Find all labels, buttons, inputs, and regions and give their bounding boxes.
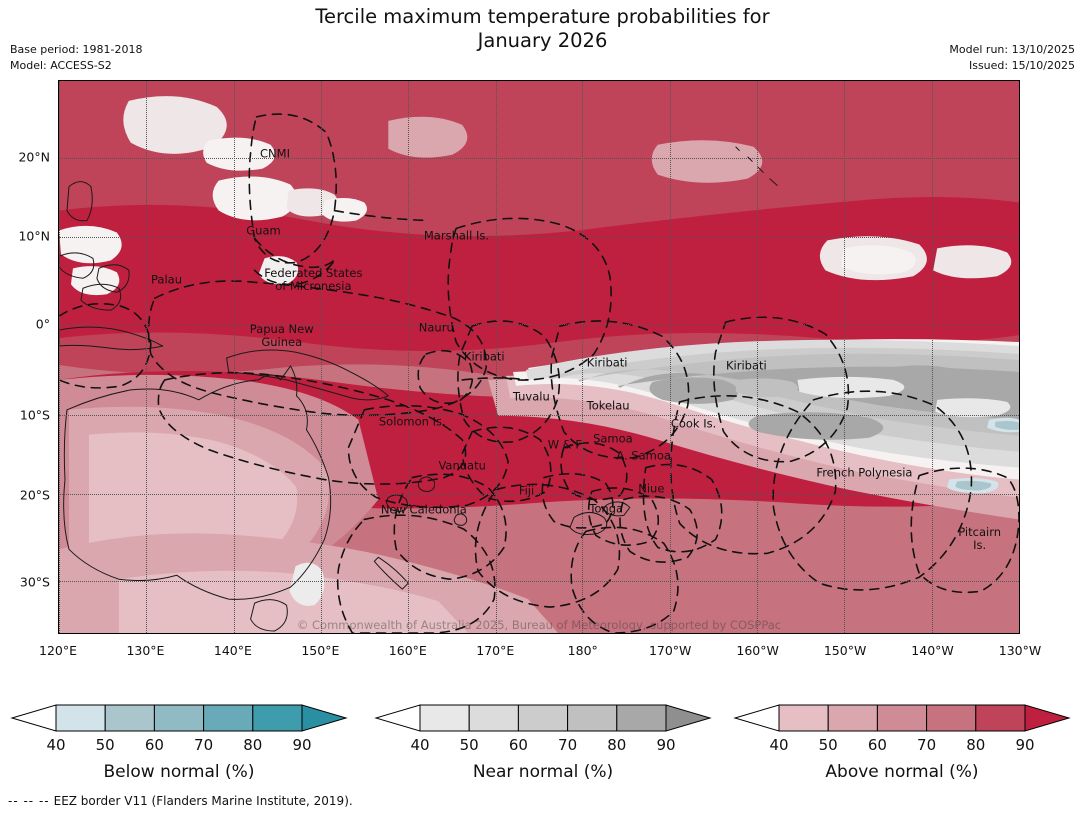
colorbar-segment: [567, 704, 618, 732]
colorbar-tick-label: 40: [410, 736, 430, 754]
colorbar-segment: [926, 704, 977, 732]
colorbar-below-normal[interactable]: 40 50 60 70 80 90 Below normal (%): [4, 700, 354, 782]
colorbar-over-arrow: [301, 704, 348, 732]
colorbar-near-normal-ticks: 40 50 60 70 80 90: [368, 736, 718, 758]
colorbar-tick-label: 60: [867, 736, 887, 754]
x-tick-label: 160°E: [388, 643, 427, 658]
gridline-vertical: [1019, 81, 1020, 633]
colorbar-segment: [153, 704, 205, 732]
issued-label: Issued: 15/10/2025: [968, 59, 1075, 72]
eez-dash-sample: -- -- --: [8, 794, 50, 808]
x-tick-label: 170°W: [648, 643, 692, 658]
colorbar-tick-label: 40: [769, 736, 789, 754]
x-tick-label: 120°E: [38, 643, 78, 658]
colorbar-tick-label: 90: [656, 736, 676, 754]
probability-field: [59, 81, 1019, 633]
colorbar-under-arrow: [374, 704, 421, 732]
model-label: Model: ACCESS-S2: [10, 59, 112, 72]
colorbar-below-normal-ticks: 40 50 60 70 80 90: [4, 736, 354, 758]
colorbar-segment: [876, 704, 928, 732]
model-run-label: Model run: 13/10/2025: [949, 43, 1075, 56]
metadata-right: Model run: 13/10/2025 Issued: 15/10/2025: [949, 42, 1075, 74]
colorbar-segment: [517, 704, 569, 732]
colorbar-below-normal-title: Below normal (%): [103, 762, 255, 782]
colorbar-tick-label: 70: [917, 736, 937, 754]
colorbar-tick-label: 80: [243, 736, 263, 754]
colorbar-segment: [468, 704, 519, 732]
colorbar-above-normal-svg: [733, 704, 1071, 732]
colorbar-segment: [252, 704, 303, 732]
base-period-label: Base period: 1981-2018: [10, 43, 143, 56]
y-tick-label: 30°S: [19, 574, 50, 590]
colorbar-tick-label: 70: [558, 736, 578, 754]
y-tick-label: 10°N: [18, 228, 50, 244]
colorbar-below-normal-bar: [4, 700, 354, 736]
y-tick-label: 10°S: [19, 407, 50, 423]
colorbar-near-normal-title: Near normal (%): [472, 762, 614, 782]
colorbar-over-arrow: [665, 704, 712, 732]
x-tick-label: 150°W: [823, 643, 867, 658]
x-tick-label: 130°E: [126, 643, 165, 658]
y-tick-label: 20°N: [18, 149, 50, 165]
x-tick-label: 140°W: [911, 643, 954, 658]
colorbar-above-normal-ticks: 40 50 60 70 80 90: [727, 736, 1077, 758]
colorbar-segment: [975, 704, 1026, 732]
page-title-line2: January 2026: [477, 29, 608, 52]
y-tick-label: 20°S: [19, 487, 50, 503]
colorbar-segment: [616, 704, 667, 732]
page-title-line1: Tercile maximum temperature probabilitie…: [315, 5, 770, 28]
colorbar-tick-label: 80: [607, 736, 627, 754]
colorbar-tick-label: 40: [46, 736, 66, 754]
colorbar-segment: [203, 704, 254, 732]
colorbar-segment: [419, 704, 470, 732]
colorbar-tick-label: 60: [508, 736, 528, 754]
eez-footnote: -- -- -- EEZ border V11 (Flanders Marine …: [8, 794, 353, 808]
forecast-map[interactable]: CNMI Guam Marshall Is. Palau Federated State…: [58, 80, 1020, 634]
x-tick-label: 150°E: [301, 643, 340, 658]
colorbar-above-normal-bar: [727, 700, 1077, 736]
colorbar-near-normal-bar: [368, 700, 718, 736]
colorbar-tick-label: 80: [966, 736, 986, 754]
colorbar-segment: [827, 704, 878, 732]
colorbar-above-normal-title: Above normal (%): [825, 762, 979, 782]
colorbar-under-arrow: [733, 704, 780, 732]
colorbar-segment: [778, 704, 829, 732]
x-tick-label: 160°W: [736, 643, 779, 658]
colorbar-tick-label: 60: [144, 736, 164, 754]
y-tick-label: 0°: [35, 316, 50, 332]
colorbar-above-normal[interactable]: 40 50 60 70 80 90 Above normal (%): [727, 700, 1077, 782]
colorbar-tick-label: 90: [292, 736, 312, 754]
colorbar-tick-label: 50: [459, 736, 479, 754]
colorbar-tick-label: 70: [194, 736, 214, 754]
colorbar-segment: [104, 704, 155, 732]
x-tick-label: 130°W: [998, 643, 1042, 658]
x-tick-label: 170°E: [476, 643, 515, 658]
metadata-left: Base period: 1981-2018 Model: ACCESS-S2: [10, 42, 142, 74]
colorbar-over-arrow: [1024, 704, 1071, 732]
colorbar-under-arrow: [10, 704, 57, 732]
x-tick-label: 180°: [567, 643, 598, 658]
x-tick-label: 140°E: [213, 643, 252, 658]
colorbar-segment: [55, 704, 106, 732]
colorbar-tick-label: 50: [818, 736, 838, 754]
eez-footnote-text: EEZ border V11 (Flanders Marine Institut…: [53, 794, 353, 808]
colorbar-tick-label: 90: [1015, 736, 1035, 754]
colorbar-near-normal[interactable]: 40 50 60 70 80 90 Near normal (%): [368, 700, 718, 782]
colorbar-below-normal-svg: [10, 704, 348, 732]
page-title: Tercile maximum temperature probabilitie…: [0, 5, 1085, 53]
colorbar-tick-label: 50: [95, 736, 115, 754]
colorbar-near-normal-svg: [374, 704, 712, 732]
